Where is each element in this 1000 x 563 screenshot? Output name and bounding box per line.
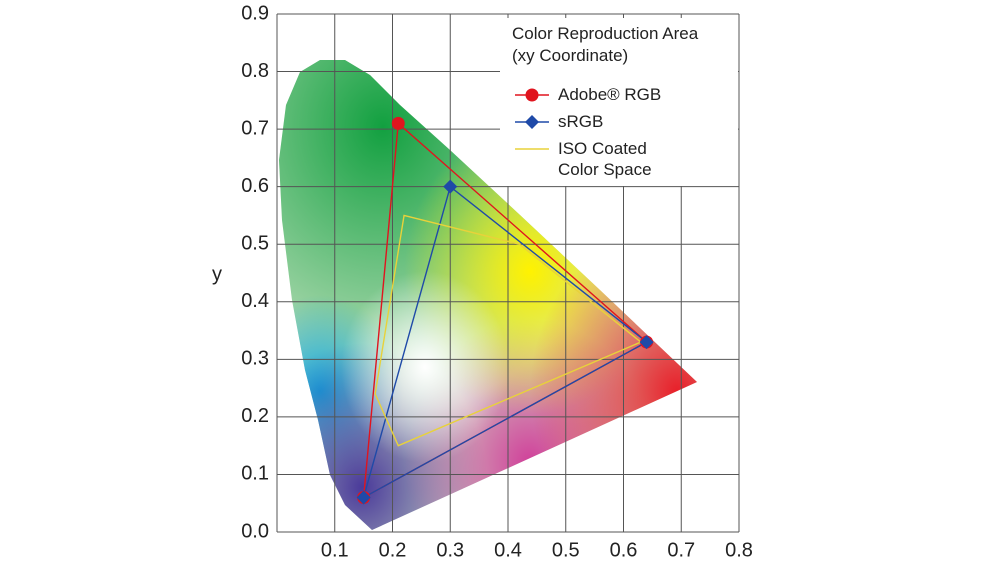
point [639,335,654,350]
x-tick-label: 0.4 [494,539,522,561]
y-tick-label: 0.6 [241,175,269,197]
x-tick-label: 0.5 [552,539,580,561]
legend-icon [515,115,549,129]
x-tick-label: 0.8 [725,539,753,561]
legend-title: (xy Coordinate) [512,46,629,65]
legend-icon [515,148,549,150]
series-line [362,185,648,499]
legend-title: Color Reproduction Area [512,24,699,43]
y-tick-label: 0.1 [241,463,269,485]
y-tick-label: 0.3 [241,348,269,370]
point [356,490,371,505]
x-tick-label: 0.1 [321,539,349,561]
legend-entry: sRGB [512,111,732,133]
legend-marker [525,115,539,129]
legend-label: sRGB [558,112,604,131]
x-tick-label: 0.7 [667,539,695,561]
legend-entry: ISO Coated Color Space [512,138,732,179]
legend-icon [515,88,549,102]
x-tick-label: 0.2 [379,539,407,561]
y-tick-label: 0.5 [241,233,269,255]
point [443,179,458,194]
point [391,116,405,130]
legend-entry: Adobe® RGB [512,84,732,106]
y-tick-label: 0.0 [241,520,269,542]
y-tick-label: 0.8 [241,60,269,82]
y-tick-label: 0.4 [241,290,269,312]
legend-marker [525,88,539,102]
x-tick-label: 0.3 [436,539,464,561]
series-line [374,214,643,447]
y-tick-label: 0.2 [241,405,269,427]
y-tick-label: 0.9 [241,2,269,24]
legend: Color Reproduction Area (xy Coordinate) Ad… [500,18,738,186]
legend-label: ISO Coated Color Space [558,139,652,179]
legend-label: Adobe® RGB [558,85,662,104]
x-tick-label: 0.6 [610,539,638,561]
y-axis-label: y [212,263,222,285]
y-tick-label: 0.7 [241,117,269,139]
